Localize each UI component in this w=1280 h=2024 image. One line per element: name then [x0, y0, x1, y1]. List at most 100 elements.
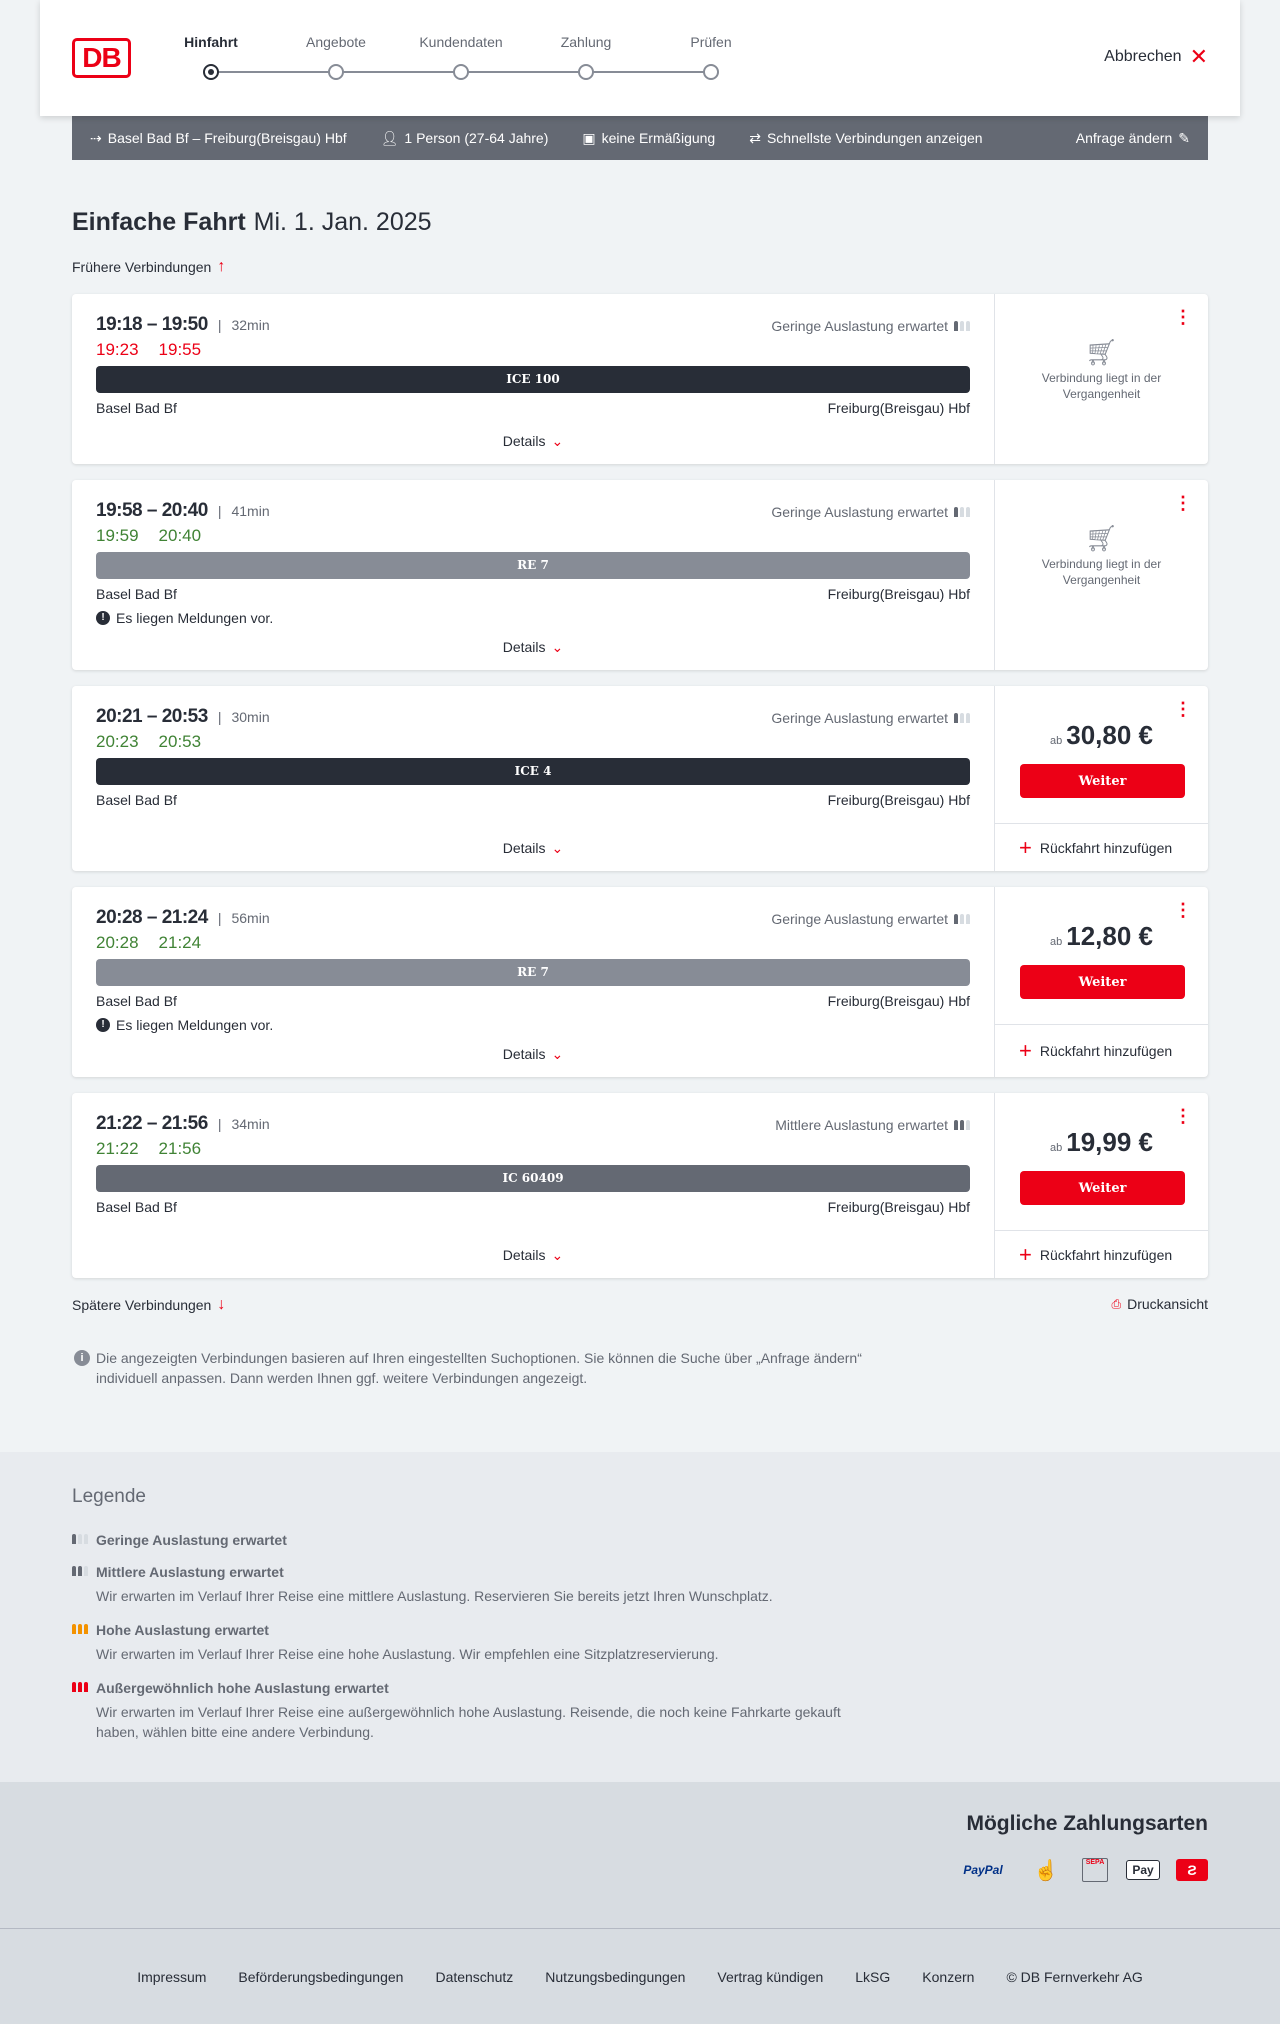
continue-button[interactable]: Weiter [1020, 965, 1185, 999]
train-bar: ICE 100 [96, 366, 970, 393]
footer-link[interactable]: Konzern [922, 1968, 975, 1985]
add-return-button[interactable]: + Rückfahrt hinzufügen [995, 823, 1208, 871]
footer-link[interactable]: Nutzungsbedingungen [545, 1968, 686, 1985]
price: ab 30,80 € [995, 720, 1208, 751]
occupancy-text: Mittlere Auslastung erwartet [775, 1117, 948, 1133]
later-connections-link[interactable]: Spätere Verbindungen ↓ [72, 1296, 225, 1314]
load-bar [966, 321, 970, 331]
notice-text: Es liegen Meldungen vor. [116, 610, 274, 626]
realtime-times: 20:23 20:53 [96, 732, 221, 752]
realtime-times: 19:59 20:40 [96, 526, 221, 546]
payment-section: Mögliche Zahlungsarten PayPal ☝ SEPA Pay… [0, 1782, 1280, 1928]
arrow-down-icon: ↓ [217, 1296, 226, 1313]
footer-link[interactable]: Beförderungsbedingungen [238, 1968, 404, 1985]
more-options-icon[interactable]: ⋮ [1174, 1106, 1192, 1126]
realtime-departure: 19:23 [96, 340, 139, 359]
load-bar [960, 507, 964, 517]
plus-icon: + [1019, 834, 1032, 860]
departure-station: Basel Bad Bf [96, 993, 177, 1009]
details-toggle[interactable]: Details ⌄ [72, 1247, 994, 1264]
occupancy-icon [954, 713, 970, 723]
discount-summary: ▣ keine Ermäßigung [582, 130, 715, 147]
plus-icon: + [1019, 1038, 1032, 1063]
planned-times: 19:18 – 19:50 32min [96, 314, 270, 336]
footer-link[interactable]: Datenschutz [435, 1968, 514, 1985]
step-label-4: Prüfen [690, 34, 732, 50]
details-toggle[interactable]: Details ⌄ [72, 639, 994, 656]
chevron-down-icon: ⌄ [551, 1247, 564, 1263]
notice-text: Es liegen Meldungen vor. [116, 1017, 274, 1033]
occupancy: Mittlere Auslastung erwartet [775, 1117, 970, 1133]
train-bar: RE 7 [96, 959, 970, 986]
occupancy: Geringe Auslastung erwartet [771, 504, 970, 520]
sepa-icon: SEPA [1082, 1858, 1108, 1882]
details-toggle[interactable]: Details ⌄ [72, 433, 994, 450]
load-bar [954, 1120, 958, 1130]
more-options-icon[interactable]: ⋮ [1174, 307, 1192, 327]
cancel-button[interactable]: Abbrechen ✕ [1104, 46, 1208, 68]
add-return-button[interactable]: + Rückfahrt hinzufügen [995, 1230, 1208, 1278]
offer-panel: ⋮ 🛒︎ Verbindung liegt in der Vergangenheit [994, 480, 1208, 670]
legend-item-title: Hohe Auslastung erwartet [96, 1622, 269, 1638]
load-bar [72, 1534, 76, 1544]
trip-date: Mi. 1. Jan. 2025 [253, 208, 432, 236]
more-options-icon[interactable]: ⋮ [1174, 699, 1192, 719]
more-options-icon[interactable]: ⋮ [1174, 493, 1192, 513]
db-logo[interactable]: DB [72, 38, 131, 78]
time-range: 19:18 – 19:50 [96, 314, 208, 335]
continue-button[interactable]: Weiter [1020, 1171, 1185, 1205]
cart-unavailable-icon: 🛒︎ [1084, 523, 1118, 553]
add-return-label: Rückfahrt hinzufügen [1039, 839, 1173, 856]
discount-text: keine Ermäßigung [601, 130, 716, 146]
duration: 30min [218, 709, 270, 725]
footer-link[interactable]: Vertrag kündigen [717, 1968, 824, 1985]
details-toggle[interactable]: Details ⌄ [72, 1046, 994, 1063]
step-label-3: Zahlung [560, 34, 612, 50]
legend-section: Legende Geringe Auslastung erwartet Mittl… [0, 1452, 1280, 1782]
departure-station: Basel Bad Bf [96, 586, 177, 602]
offer-panel: ⋮ ab 30,80 € Weiter + Rückfahrt hinzufügen [994, 686, 1208, 871]
route-text: Basel Bad Bf – Freiburg(Breisgau) Hbf [107, 130, 347, 146]
train-bar: IC 60409 [96, 1165, 970, 1192]
load-bar [960, 713, 964, 723]
details-label: Details [502, 1046, 546, 1062]
continue-button[interactable]: Weiter [1020, 764, 1185, 798]
load-bar [954, 507, 958, 517]
load-bar [960, 1120, 964, 1130]
planned-times: 19:58 – 20:40 41min [96, 500, 270, 522]
step-0-indicator [203, 64, 219, 80]
add-return-button[interactable]: + Rückfahrt hinzufügen [995, 1024, 1208, 1077]
planned-times: 21:22 – 21:56 34min [96, 1113, 270, 1135]
legend-item-title: Mittlere Auslastung erwartet [96, 1564, 284, 1580]
printer-icon: ⎙ [1111, 1296, 1122, 1311]
header: DB Hinfahrt Angebote Kundendaten Zahlung Prü… [40, 0, 1240, 116]
legend-item-title: Geringe Auslastung erwartet [96, 1532, 287, 1548]
occupancy-text: Geringe Auslastung erwartet [771, 710, 948, 726]
footer-link[interactable]: Impressum [137, 1968, 207, 1985]
connection-card: 19:58 – 20:40 41min 19:59 20:40 Geringe Au… [72, 480, 1208, 670]
realtime-arrival: 20:40 [158, 526, 202, 545]
apple-pay-label: Pay [1132, 1863, 1154, 1877]
details-toggle[interactable]: Details ⌄ [72, 840, 994, 857]
earlier-connections-link[interactable]: Frühere Verbindungen ↑ [72, 258, 225, 276]
footer-link[interactable]: © DB Fernverkehr AG [1006, 1968, 1143, 1985]
occupancy-level-1-icon [72, 1534, 88, 1544]
notice[interactable]: ! Es liegen Meldungen vor. [96, 1017, 273, 1033]
more-options-icon[interactable]: ⋮ [1174, 900, 1192, 920]
info-note-text: Die angezeigten Verbindungen basieren au… [96, 1350, 862, 1386]
notice[interactable]: ! Es liegen Meldungen vor. [96, 610, 273, 626]
option-summary: ⇄ Schnellste Verbindungen anzeigen [749, 130, 982, 147]
load-bar [966, 1120, 970, 1130]
departure-station: Basel Bad Bf [96, 1199, 177, 1215]
print-label: Druckansicht [1127, 1296, 1208, 1312]
departure-station: Basel Bad Bf [96, 400, 177, 416]
edit-request-button[interactable]: Anfrage ändern ✎ [1076, 130, 1190, 147]
print-view-link[interactable]: ⎙ Druckansicht [1111, 1296, 1208, 1312]
footer-link[interactable]: LkSG [855, 1968, 891, 1985]
realtime-arrival: 21:56 [158, 1139, 202, 1158]
duration: 41min [218, 503, 270, 519]
arrival-station: Freiburg(Breisgau) Hbf [827, 1199, 970, 1215]
earlier-label: Frühere Verbindungen [72, 259, 212, 275]
details-label: Details [502, 1247, 546, 1263]
cart-unavailable-icon: 🛒︎ [1084, 337, 1118, 367]
